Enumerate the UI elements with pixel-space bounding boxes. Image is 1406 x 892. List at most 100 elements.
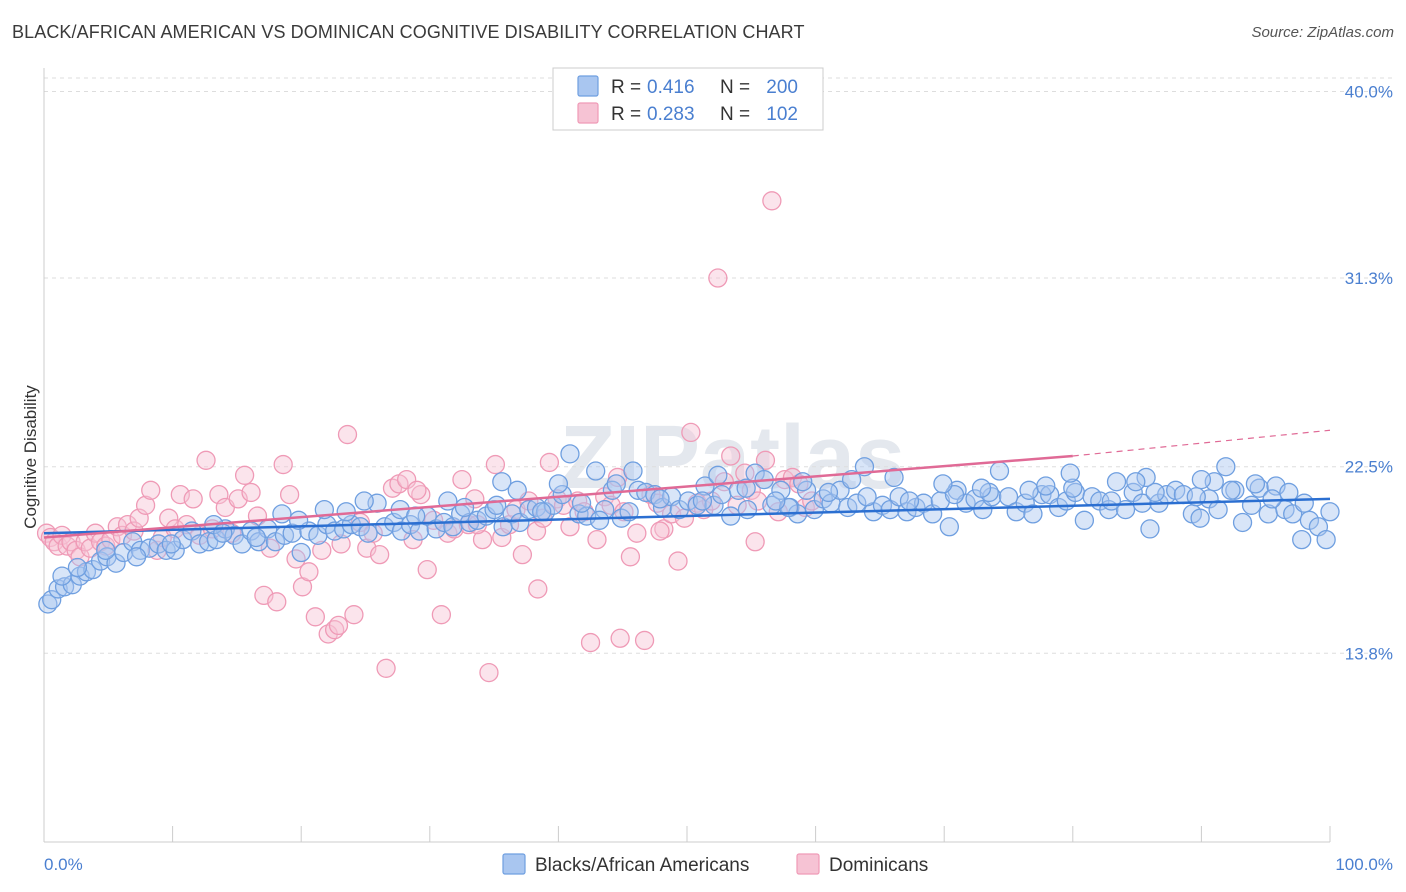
blacks-point (532, 502, 552, 522)
blacks-point (971, 478, 992, 498)
blacks-point (899, 491, 920, 511)
legend-r-value: 0.283 (647, 104, 695, 125)
y-tick-label: 40.0% (1345, 82, 1393, 101)
x-tick-label-max: 100.0% (1335, 855, 1393, 874)
legend-swatch (577, 102, 599, 124)
x-tick-labels: 0.0% 100.0% (44, 855, 1393, 874)
dominicans-point (627, 523, 647, 543)
blacks-point (560, 444, 580, 464)
dominicans-point (260, 538, 280, 558)
dominicans-point (528, 579, 548, 599)
blacks-point (933, 474, 953, 494)
dominicans-point (417, 560, 437, 580)
dominicans-point (369, 544, 390, 565)
y-tick-label: 31.3% (1345, 269, 1393, 288)
dominicans-point (580, 632, 601, 653)
blacks-point (67, 557, 88, 578)
dominicans-point (183, 489, 203, 509)
blacks-point (623, 461, 643, 481)
chart-title: BLACK/AFRICAN AMERICAN VS DOMINICAN COGN… (12, 22, 805, 42)
blacks-point (708, 465, 728, 485)
blacks-point (336, 502, 356, 522)
blacks-point (1140, 519, 1160, 539)
blacks-point (606, 474, 626, 494)
blacks-point (426, 519, 446, 539)
blacks-point (1145, 482, 1165, 503)
blacks-point (52, 566, 72, 586)
blacks-point (589, 510, 610, 530)
x-tick-label-min: 0.0% (44, 855, 83, 874)
dominicans-point (305, 607, 325, 627)
dominicans-point (650, 521, 670, 541)
dominicans-point (708, 268, 728, 288)
y-tick-label: 13.8% (1345, 644, 1393, 663)
blacks-point (998, 487, 1019, 507)
trend-lines (43, 429, 1331, 539)
dominicans-point (241, 482, 261, 503)
blacks-point (1106, 472, 1127, 492)
legend-swatch (577, 75, 599, 97)
dominicans-point (479, 662, 499, 683)
dominicans-point (279, 484, 300, 505)
blacks-point (939, 517, 959, 537)
blacks-point (350, 517, 371, 537)
blacks-point (692, 491, 713, 511)
dominicans-point (721, 446, 741, 466)
dominicans-point (681, 422, 701, 443)
blacks-point (857, 487, 877, 507)
blacks-point (1074, 510, 1095, 530)
blacks-point (1232, 512, 1253, 533)
blacks-point (1245, 474, 1266, 494)
blacks-point (1294, 493, 1314, 513)
blacks-point (1190, 508, 1210, 528)
blacks-point (1316, 529, 1336, 550)
dominicans-point (267, 592, 287, 612)
blacks-point (161, 534, 181, 554)
bottom-legend-blacks-swatch (502, 853, 526, 875)
dominicans-point (328, 615, 349, 636)
dominicans-point (452, 469, 472, 490)
legend-n-label: N = (720, 104, 750, 125)
blacks-point (1208, 499, 1228, 520)
blacks-point (793, 472, 813, 492)
blacks-point (1036, 476, 1056, 496)
dominicans-point (634, 630, 655, 651)
blacks-point (737, 499, 758, 520)
dominicans-point (286, 549, 306, 569)
blacks-point (1019, 480, 1039, 500)
blacks-point (354, 491, 374, 511)
dominicans-point (485, 454, 506, 475)
dominicans-point (587, 529, 607, 550)
blacks-point (1136, 467, 1156, 488)
legend: R = 0.416 N = 200 R = 0.283 N = 102 (552, 67, 824, 131)
legend-n-label: N = (720, 77, 750, 98)
dominicans-point (196, 450, 216, 470)
blacks-point (1101, 491, 1122, 511)
blacks-point (1262, 489, 1282, 509)
blacks-point (712, 484, 732, 505)
legend-r-label: R = (611, 104, 641, 125)
legend-r-value: 0.416 (647, 77, 695, 98)
dominicans-point (745, 532, 765, 552)
legend-n-value: 200 (766, 77, 798, 98)
dominicans-point (299, 562, 319, 582)
blacks-point (1221, 480, 1241, 500)
legend-n-value: 102 (766, 104, 798, 125)
dominicans-point (668, 551, 688, 571)
dominicans-point (512, 544, 533, 565)
blacks-point (246, 527, 266, 548)
blacks-point (291, 542, 311, 563)
blacks-point (571, 493, 592, 513)
blacks-point (884, 467, 904, 488)
dominicans-point (755, 450, 776, 470)
dominicans-point (539, 452, 560, 473)
dominicans-point (407, 480, 427, 500)
dominicans-trend-line-extension (1072, 429, 1331, 457)
blacks-point (766, 491, 786, 511)
blacks-point (487, 495, 507, 515)
dominicans-point (762, 191, 782, 211)
y-tick-label: 22.5% (1345, 458, 1393, 477)
blacks-point (358, 523, 378, 543)
blacks-point (1216, 457, 1236, 477)
